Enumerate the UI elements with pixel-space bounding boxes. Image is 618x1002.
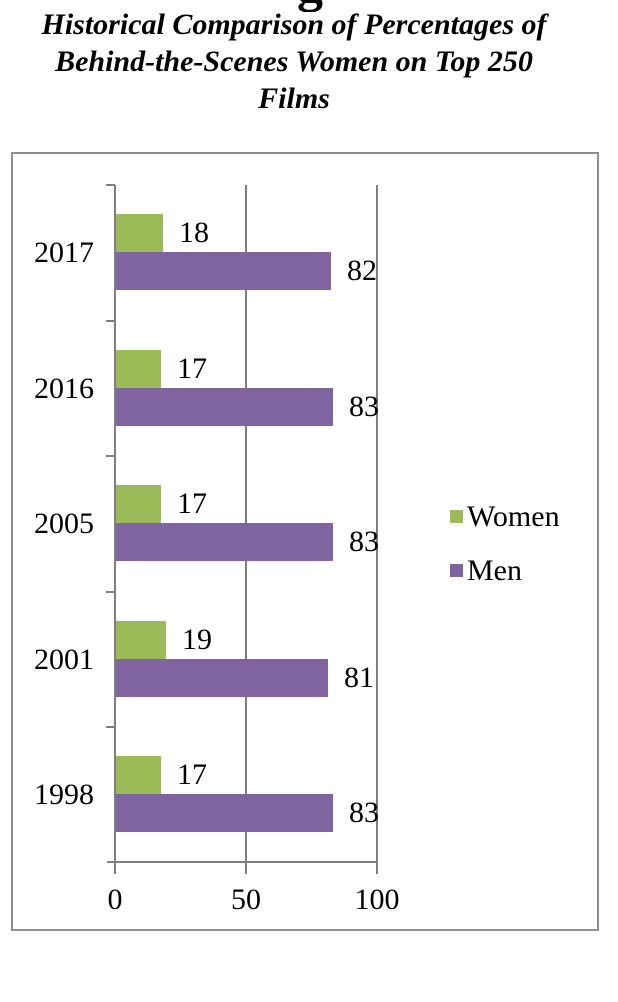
category-label-2016: 2016	[34, 372, 94, 405]
y-axis-category-tick-1	[106, 320, 115, 322]
bar-men-1998	[116, 794, 333, 832]
bar-men-2016	[116, 388, 333, 426]
x-axis-line	[107, 861, 378, 863]
x-axis-tick-0	[114, 863, 116, 874]
x-axis-tick-label-0: 0	[107, 883, 123, 916]
bar-value-label-women-2005: 17	[177, 487, 207, 520]
legend-swatch-men	[450, 564, 463, 577]
x-axis-tick-100	[376, 863, 378, 874]
x-axis-tick-label-50: 50	[231, 883, 261, 916]
bar-men-2005	[116, 523, 333, 561]
y-axis-category-tick-2	[106, 455, 115, 457]
chart-title-line-2: Behind-the-Scenes Women on Top 250	[55, 45, 533, 78]
legend-item-men: Men	[450, 554, 522, 587]
bar-value-label-men-2001: 81	[344, 661, 374, 694]
bar-men-2017	[116, 252, 331, 290]
bar-value-label-women-1998: 17	[177, 758, 207, 791]
legend-item-women: Women	[450, 500, 560, 533]
bar-value-label-men-2017: 82	[347, 254, 377, 287]
y-axis-category-tick-4	[106, 726, 115, 728]
category-label-2017: 2017	[34, 236, 94, 269]
gridline-x-100	[376, 185, 378, 863]
chart-title-line-3: Films	[258, 82, 330, 115]
category-label-2005: 2005	[34, 507, 94, 540]
bar-value-label-women-2016: 17	[177, 352, 207, 385]
legend-label-women: Women	[467, 499, 560, 533]
chart-title: Historical Comparison of Percentages of …	[0, 6, 588, 117]
category-label-2001: 2001	[34, 643, 94, 676]
y-axis-category-tick-0	[106, 184, 115, 186]
bar-women-2017	[116, 214, 163, 252]
bar-women-2005	[116, 485, 161, 523]
y-axis-line	[114, 185, 116, 863]
cropped-text-fragment: g	[297, 0, 341, 12]
bar-value-label-men-1998: 83	[349, 796, 379, 829]
chart-title-line-1: Historical Comparison of Percentages of	[41, 8, 547, 41]
x-axis-tick-50	[245, 863, 247, 874]
bar-value-label-men-2005: 83	[349, 525, 379, 558]
bar-value-label-women-2001: 19	[182, 623, 212, 656]
bar-women-2001	[116, 621, 166, 659]
bar-value-label-men-2016: 83	[349, 390, 379, 423]
bar-women-1998	[116, 756, 161, 794]
cropped-glyph: g	[297, 0, 341, 12]
bar-value-label-women-2017: 18	[179, 216, 209, 249]
bar-women-2016	[116, 350, 161, 388]
category-label-1998: 1998	[34, 778, 94, 811]
bar-men-2001	[116, 659, 328, 697]
legend-label-men: Men	[467, 553, 522, 587]
x-axis-tick-label-100: 100	[354, 883, 400, 916]
y-axis-category-tick-3	[106, 591, 115, 593]
legend-swatch-women	[450, 510, 463, 523]
